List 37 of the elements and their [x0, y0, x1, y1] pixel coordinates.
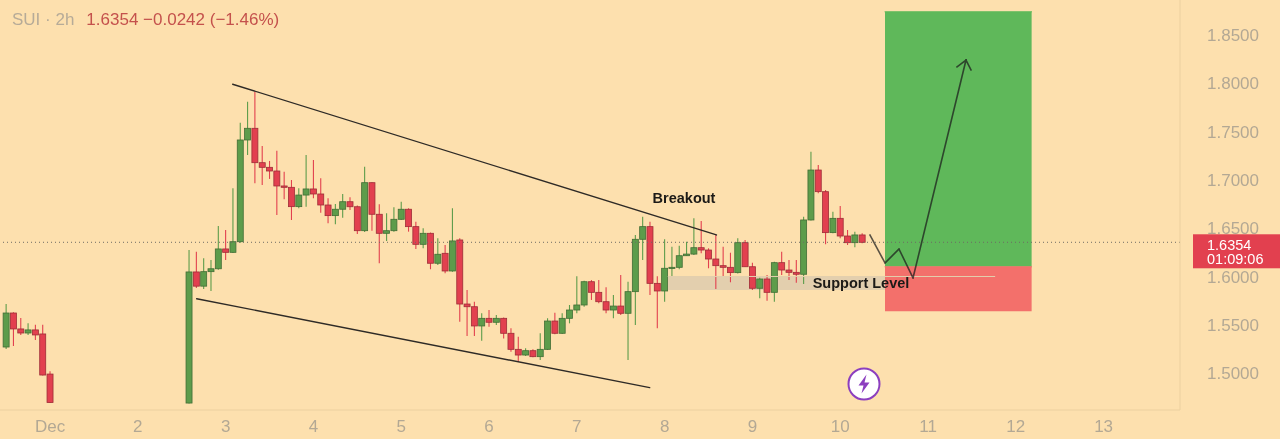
y-tick-label: 1.8000 — [1207, 74, 1259, 94]
candlestick — [192, 251, 200, 289]
x-tick-label: 7 — [572, 417, 582, 437]
candlestick — [441, 244, 449, 274]
x-tick-label: 12 — [1006, 417, 1026, 437]
y-tick-label: 1.6500 — [1207, 219, 1259, 239]
x-tick-label: Dec — [34, 417, 66, 437]
text: SUI · 2h — [12, 10, 75, 29]
x-tick-label: 6 — [484, 417, 494, 437]
candlestick — [610, 294, 617, 319]
candlestick — [24, 322, 32, 336]
candlestick — [222, 229, 230, 261]
candlestick — [763, 274, 771, 302]
x-tick-label: 8 — [659, 417, 670, 437]
y-tick-label: 1.8500 — [1207, 26, 1259, 46]
x-tick-label: 4 — [308, 417, 319, 437]
x-tick-label: 11 — [919, 417, 937, 437]
x-tick-label: 10 — [830, 417, 850, 437]
candlestick — [478, 312, 486, 342]
x-tick-label: 5 — [396, 417, 406, 437]
y-tick-label: 1.5000 — [1207, 364, 1259, 384]
y-tick-label: 1.7500 — [1207, 122, 1259, 142]
ref-line-label: 1.6354 — [1207, 237, 1252, 254]
text: 1.6354 −0.0242 (−1.46%) — [86, 10, 280, 29]
annotation: Support Level — [812, 274, 910, 292]
y-tick-label: 1.6000 — [1207, 267, 1259, 287]
text: 01:09:06 — [1207, 251, 1264, 268]
candlestick — [485, 309, 493, 328]
x-tick-label: 13 — [1094, 417, 1114, 437]
x-tick-label: 2 — [133, 417, 143, 437]
y-tick-label: 1.7000 — [1207, 170, 1259, 190]
x-tick-label: 3 — [220, 417, 231, 437]
x-tick-label: 9 — [747, 417, 758, 437]
y-tick-label: 1.5500 — [1207, 315, 1259, 335]
annotation: Breakout — [652, 189, 716, 207]
candlestick — [617, 274, 625, 316]
candlestick — [434, 237, 442, 266]
